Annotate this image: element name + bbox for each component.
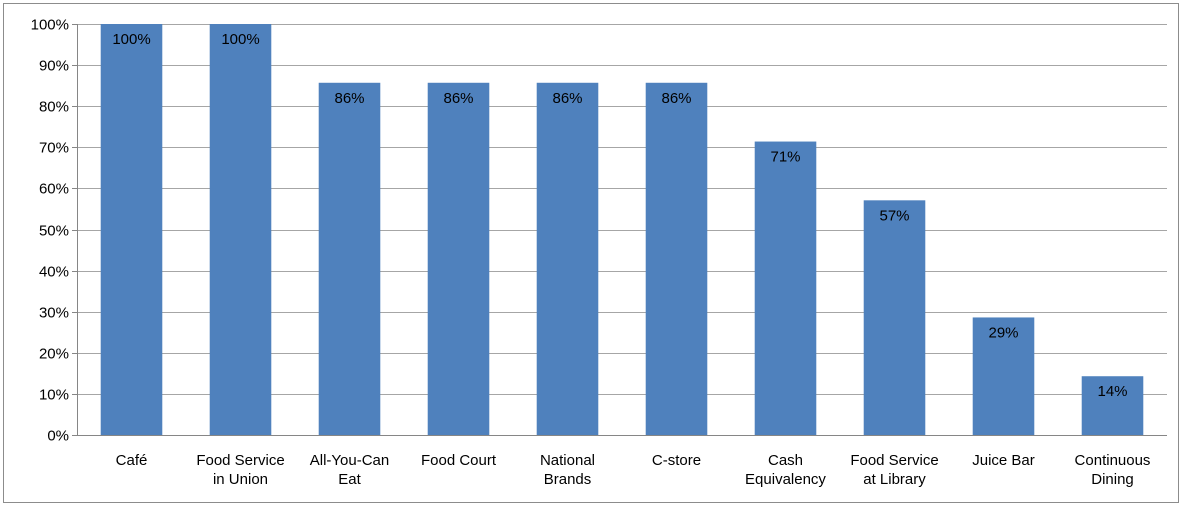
x-tick-label: Food Service in Union <box>196 452 284 488</box>
bar <box>209 24 272 435</box>
bar <box>645 82 708 435</box>
bars: 100% 100% 86% 86% 86% 86% 71% 57% 29% 14% <box>100 24 1144 435</box>
bar <box>863 200 926 435</box>
y-tick-label: 90% <box>39 58 69 75</box>
data-label: 100% <box>221 31 259 48</box>
y-tick-label: 30% <box>39 305 69 322</box>
y-tick-label: 0% <box>47 428 69 445</box>
x-axis: Café Food Service in Union All-You-Can Eat Fo… <box>77 435 1167 488</box>
data-label: 100% <box>112 31 150 48</box>
bar <box>754 141 817 435</box>
data-label: 29% <box>988 324 1018 341</box>
data-label: 86% <box>661 90 691 107</box>
data-label: 86% <box>552 90 582 107</box>
x-tick-label: Cash Equivalency <box>745 452 826 488</box>
data-label: 14% <box>1097 383 1127 400</box>
bar <box>1081 376 1144 435</box>
y-tick-label: 70% <box>39 140 69 157</box>
bar <box>972 317 1035 435</box>
x-tick-label: Café <box>116 452 148 469</box>
bar <box>536 82 599 435</box>
x-tick-label: Juice Bar <box>972 452 1035 469</box>
data-label: 86% <box>443 90 473 107</box>
y-tick-label: 40% <box>39 264 69 281</box>
x-tick-label: All-You-Can Eat <box>310 452 390 488</box>
y-tick-label: 50% <box>39 223 69 240</box>
bar <box>318 82 381 435</box>
data-label: 71% <box>770 149 800 166</box>
data-label: 86% <box>334 90 364 107</box>
y-tick-label: 100% <box>31 17 69 34</box>
y-tick-label: 20% <box>39 346 69 363</box>
y-axis: 0% 10% 20% 30% 40% 50% 60% 70% 80% 90% 100% <box>31 17 78 445</box>
x-tick-label: National Brands <box>540 452 595 488</box>
data-label: 57% <box>879 207 909 224</box>
bar <box>100 24 163 435</box>
y-tick-label: 10% <box>39 387 69 404</box>
bar-chart: 0%10%20%30%40%50%60%70%80%90%100% 100% 10… <box>31 17 1167 488</box>
x-tick-label: Food Service at Library <box>850 452 938 488</box>
y-tick-label: 60% <box>39 181 69 198</box>
y-tick-label: 80% <box>39 99 69 116</box>
x-tick-label: Continuous Dining <box>1075 452 1151 488</box>
chart-frame: 0% 10% 20% 30% 40% 50% 60% 70% 80% 90% 100% 100% 10… <box>3 3 1179 503</box>
bar <box>427 82 490 435</box>
x-tick-label: Food Court <box>421 452 497 469</box>
x-tick-label: C-store <box>652 452 701 469</box>
